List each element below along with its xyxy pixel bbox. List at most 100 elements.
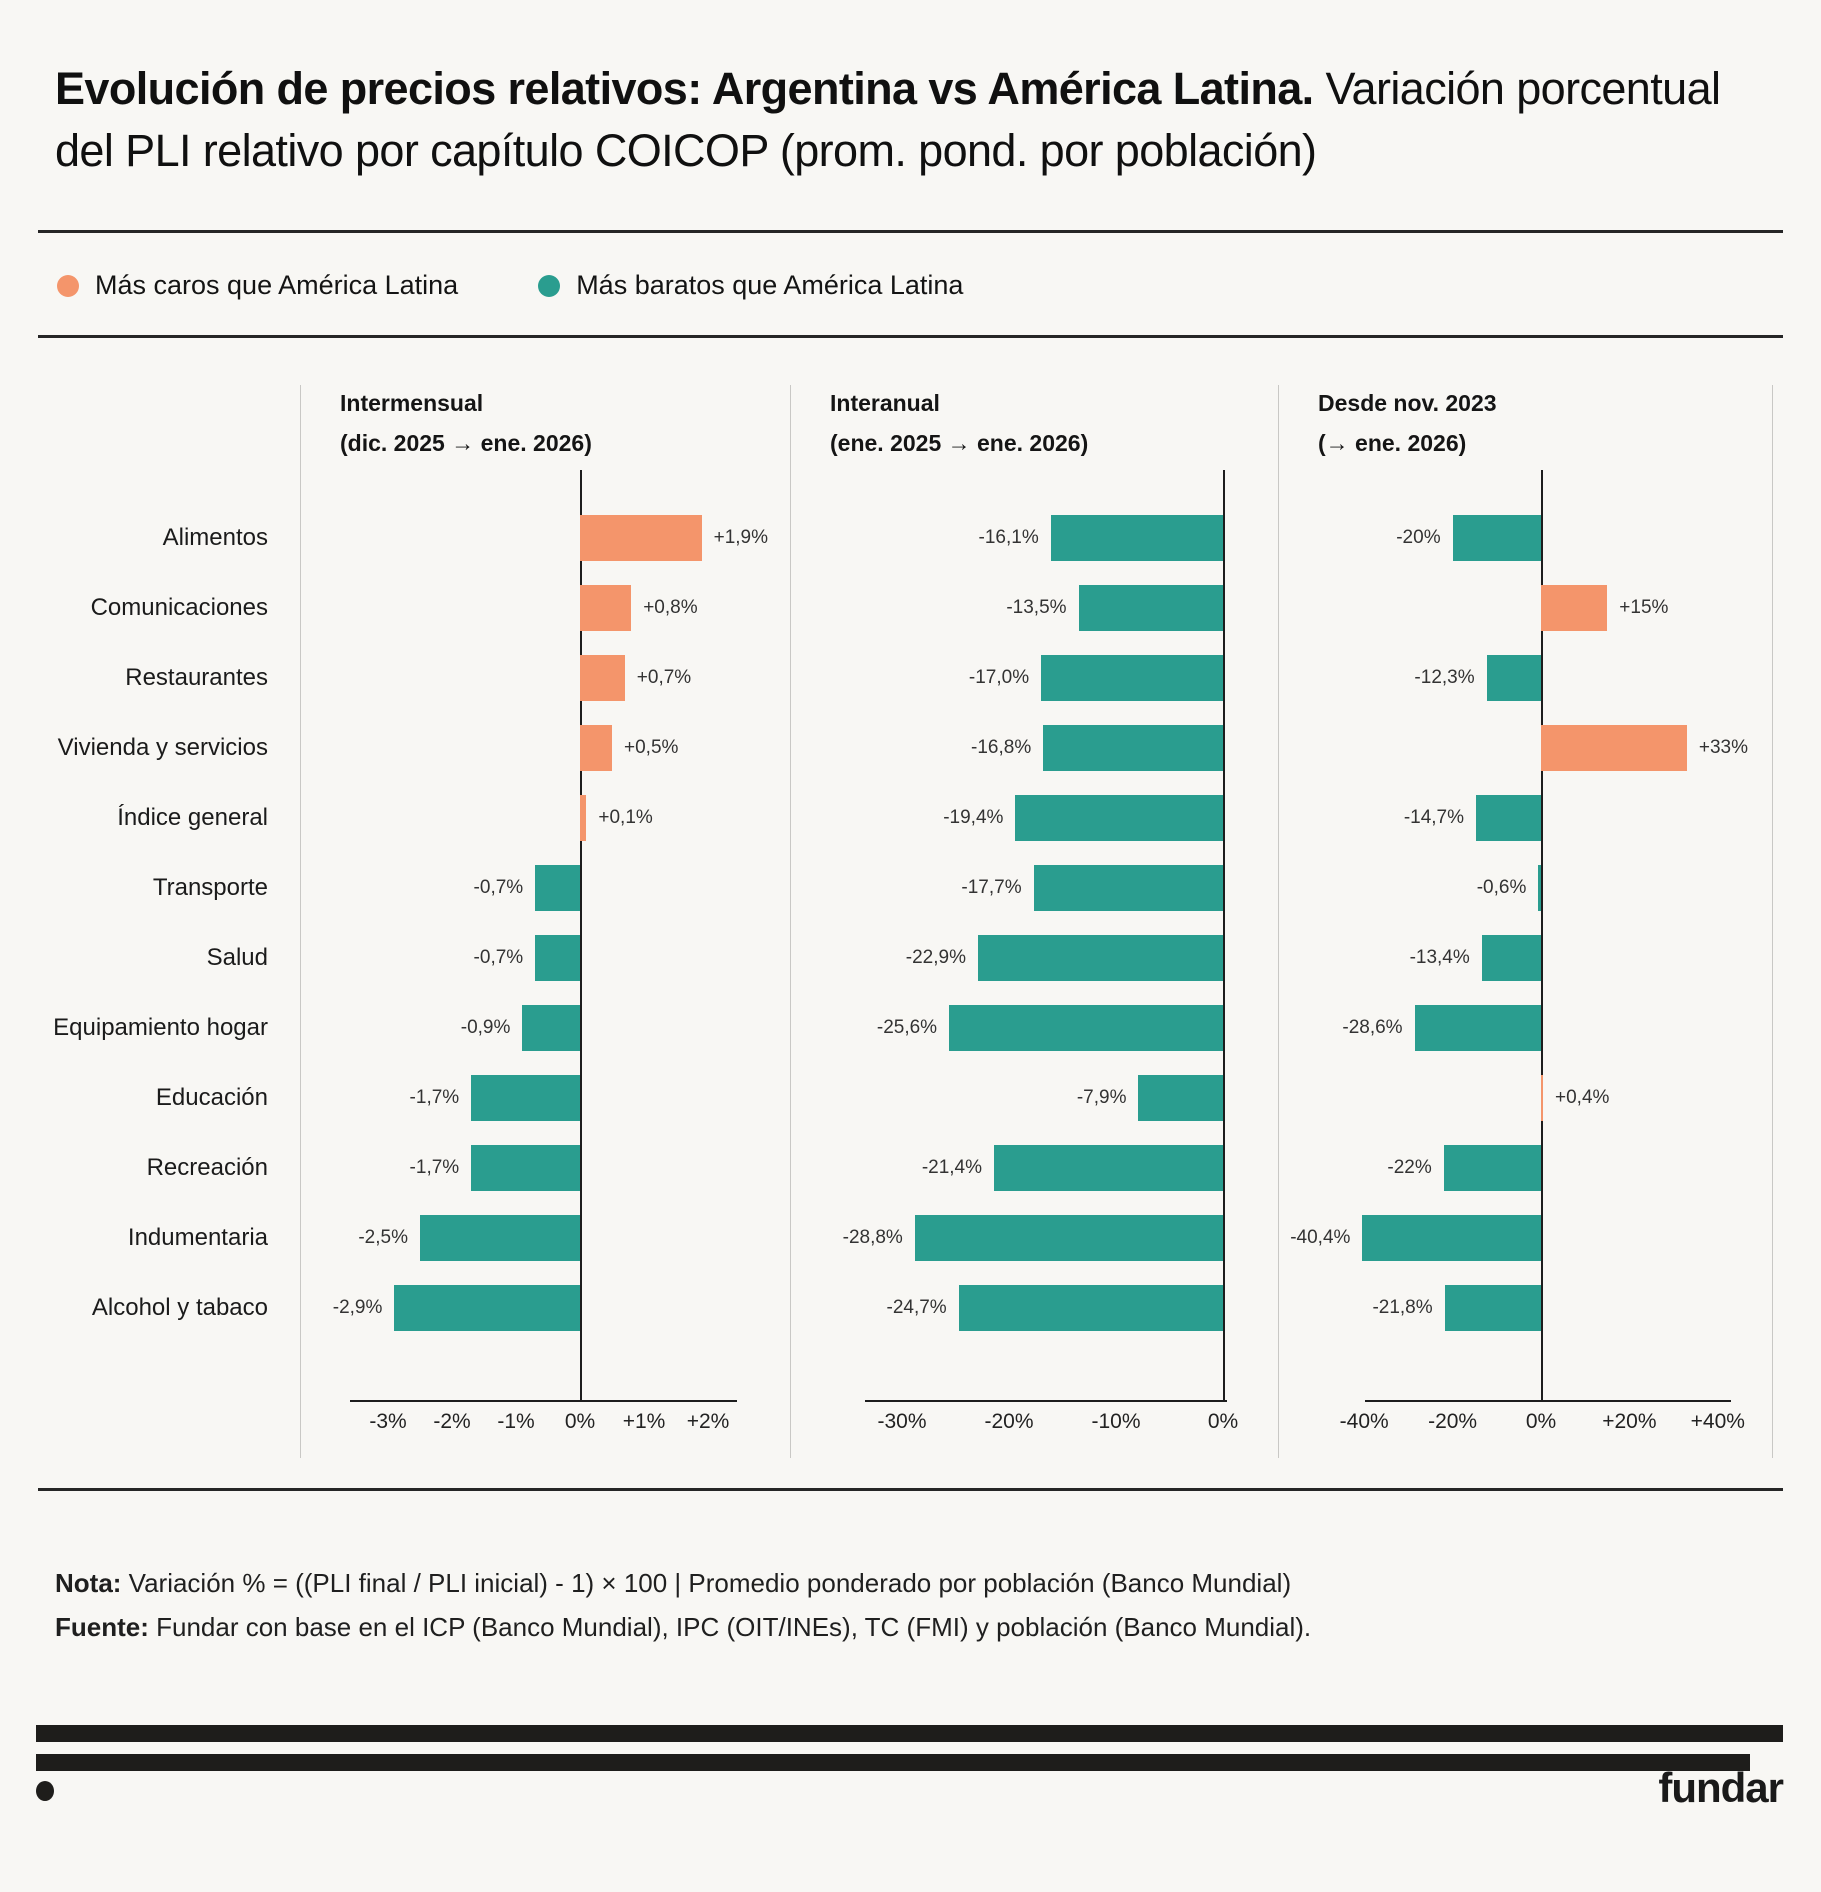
bar-value-label: -25,6% [876, 1017, 938, 1038]
bar [1538, 865, 1541, 911]
x-axis-baseline [1365, 1400, 1731, 1402]
bar [580, 585, 632, 631]
bar [420, 1215, 580, 1261]
source-label: Fuente: [55, 1612, 149, 1642]
legend-item-mas-baratos: Más baratos que América Latina [538, 270, 963, 301]
bar [1033, 865, 1223, 911]
bar-value-label: -0,7% [473, 877, 524, 898]
bar [580, 725, 612, 771]
page-title-bold: Evolución de precios relativos: Argentin… [55, 63, 1314, 114]
bar [949, 1005, 1223, 1051]
source-text: Fundar con base en el ICP (Banco Mundial… [148, 1612, 1312, 1642]
x-axis-tick-label: 0% [564, 1410, 596, 1433]
bar-value-label: -19,4% [943, 807, 1004, 828]
category-label: Vivienda y servicios [57, 734, 268, 761]
x-axis-baseline [350, 1400, 737, 1402]
bar [1041, 655, 1223, 701]
category-label: Transporte [152, 874, 268, 901]
bar [1444, 1285, 1541, 1331]
bar [580, 655, 625, 701]
x-axis-tick-label: -20% [1428, 1410, 1478, 1433]
x-axis-tick-label: 0% [1207, 1410, 1239, 1433]
category-label: Comunicaciones [90, 594, 268, 621]
bar [535, 935, 580, 981]
note-line: Nota: Variación % = ((PLI final / PLI in… [55, 1568, 1291, 1599]
bar [958, 1285, 1223, 1331]
bar [394, 1285, 580, 1331]
bar [1541, 725, 1687, 771]
legend: Más caros que América Latina Más baratos… [57, 270, 963, 301]
bar-value-label: -40,4% [1290, 1227, 1351, 1248]
panel-subtitle: (ene. 2025 → ene. 2026) [830, 430, 1089, 456]
bar [580, 515, 702, 561]
panel-divider [790, 385, 791, 1458]
panel-subtitle: (→ ene. 2026) [1318, 430, 1467, 456]
bar [1043, 725, 1223, 771]
x-axis-tick-label: +20% [1602, 1410, 1657, 1433]
x-axis-baseline [865, 1400, 1227, 1402]
category-label: Alimentos [162, 524, 268, 551]
bar-value-label: +0,4% [1555, 1087, 1610, 1108]
bar [1078, 585, 1223, 631]
legend-dot-teal-icon [538, 274, 561, 297]
zero-axis-line [1541, 470, 1543, 1400]
bar [535, 865, 580, 911]
bar [1015, 795, 1223, 841]
panel-divider [1772, 385, 1773, 1458]
bar [994, 1145, 1223, 1191]
bar [1414, 1005, 1541, 1051]
bar [1481, 935, 1541, 981]
bar-value-label: -24,7% [886, 1297, 947, 1318]
panel-divider [300, 385, 301, 1458]
x-axis-tick-label: 0% [1525, 1410, 1557, 1433]
bar [1138, 1075, 1223, 1121]
bar [522, 1005, 580, 1051]
bar [471, 1075, 580, 1121]
bar [580, 795, 587, 841]
x-axis-tick-label: +40% [1690, 1410, 1745, 1433]
zero-axis-line [1223, 470, 1225, 1400]
bar-value-label: -16,8% [971, 737, 1032, 758]
bar-value-label: -17,7% [961, 877, 1022, 898]
x-axis-tick-label: +2% [686, 1410, 730, 1433]
legend-label-mas-baratos: Más baratos que América Latina [576, 270, 964, 300]
x-axis-tick-label: -3% [369, 1410, 407, 1433]
x-axis-tick-label: -40% [1339, 1410, 1389, 1433]
bar [1362, 1215, 1541, 1261]
chart-panels: Alimentos Comunicaciones Restaurantes Vivie… [0, 380, 1821, 1495]
category-label: Salud [206, 944, 268, 971]
x-axis-tick-label: -2% [433, 1410, 471, 1433]
bar-value-label: +33% [1698, 737, 1748, 758]
bar-value-label: -7,9% [1076, 1087, 1127, 1108]
bar-value-label: +0,1% [598, 807, 653, 828]
brand-dot-icon [36, 1781, 54, 1801]
bar-value-label: -22,9% [905, 947, 966, 968]
bar [1452, 515, 1541, 561]
panel-title: Intermensual [340, 390, 484, 416]
bar [1476, 795, 1541, 841]
category-label: Recreación [146, 1154, 268, 1181]
bar [977, 935, 1223, 981]
category-label: Índice general [117, 804, 268, 831]
zero-axis-line [580, 470, 582, 1400]
bar [1050, 515, 1223, 561]
category-label: Alcohol y tabaco [91, 1294, 268, 1321]
divider-above-notes [38, 1488, 1783, 1491]
legend-item-mas-caros: Más caros que América Latina [57, 270, 458, 301]
bar-value-label: -20% [1396, 527, 1441, 548]
bar-value-label: -2,9% [332, 1297, 383, 1318]
bar-value-label: -21,8% [1372, 1297, 1433, 1318]
fundar-logo: fundar [1658, 1764, 1784, 1811]
bar-value-label: -21,4% [921, 1157, 983, 1178]
legend-dot-orange-icon [57, 274, 79, 297]
bar-value-label: +1,9% [713, 527, 768, 548]
bar-value-label: +0,7% [636, 667, 692, 688]
panel-divider [1278, 385, 1279, 1458]
category-label: Equipamiento hogar [53, 1014, 268, 1041]
bar [471, 1145, 580, 1191]
source-line: Fuente: Fundar con base en el ICP (Banco… [55, 1612, 1311, 1643]
bar-value-label: -17,0% [968, 667, 1030, 688]
bar-value-label: -12,3% [1414, 667, 1475, 688]
bar-value-label: -13,5% [1006, 597, 1067, 618]
